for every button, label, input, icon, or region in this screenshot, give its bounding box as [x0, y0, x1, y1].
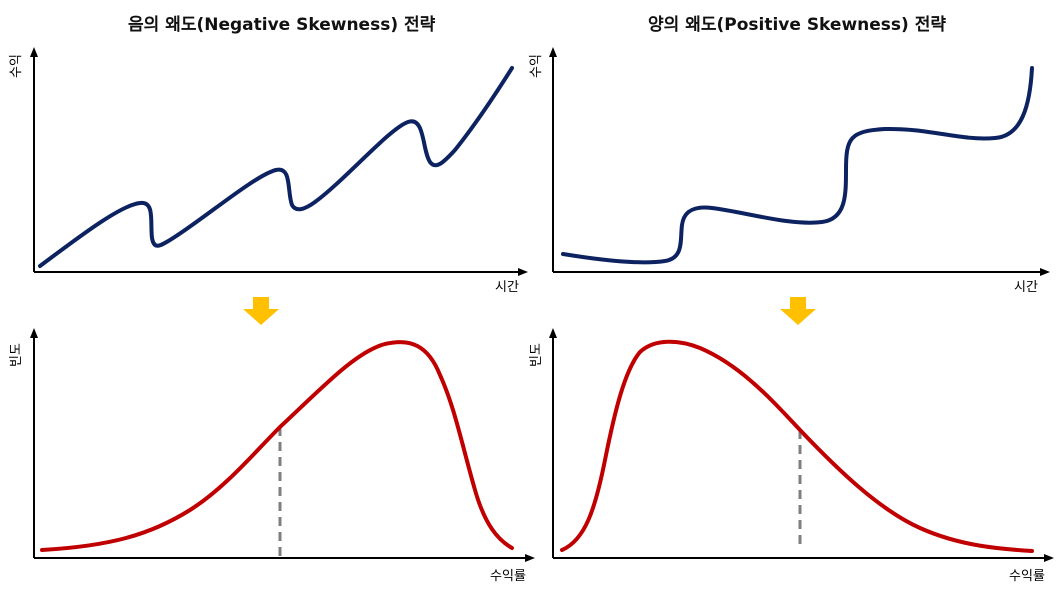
- left-return-chart: 수익 시간: [9, 47, 528, 295]
- right-bottom-xlabel: 수익률: [1009, 569, 1045, 584]
- right-down-arrow: [780, 297, 816, 325]
- right-return-curve: [561, 66, 1034, 265]
- left-bottom-xlabel: 수익률: [490, 569, 526, 584]
- left-top-xlabel: 시간: [495, 280, 519, 295]
- left-top-ylabel: 수익: [9, 54, 24, 78]
- left-return-curve: [38, 66, 514, 268]
- right-bottom-ylabel: 빈도: [529, 343, 544, 367]
- right-panel-title: 양의 왜도(Positive Skewness) 전략: [648, 15, 946, 35]
- left-distribution-chart: 빈도 수익률: [9, 328, 535, 584]
- left-panel-title: 음의 왜도(Negative Skewness) 전략: [128, 15, 436, 35]
- right-return-chart: 수익 시간: [529, 47, 1050, 295]
- right-distribution-chart: 빈도 수익률: [529, 328, 1054, 584]
- right-top-ylabel: 수익: [529, 54, 544, 78]
- left-bottom-ylabel: 빈도: [9, 343, 24, 367]
- right-distribution-curve: [560, 339, 1034, 553]
- right-top-xlabel: 시간: [1014, 280, 1038, 295]
- left-down-arrow: [243, 297, 279, 325]
- left-distribution-curve: [40, 340, 514, 552]
